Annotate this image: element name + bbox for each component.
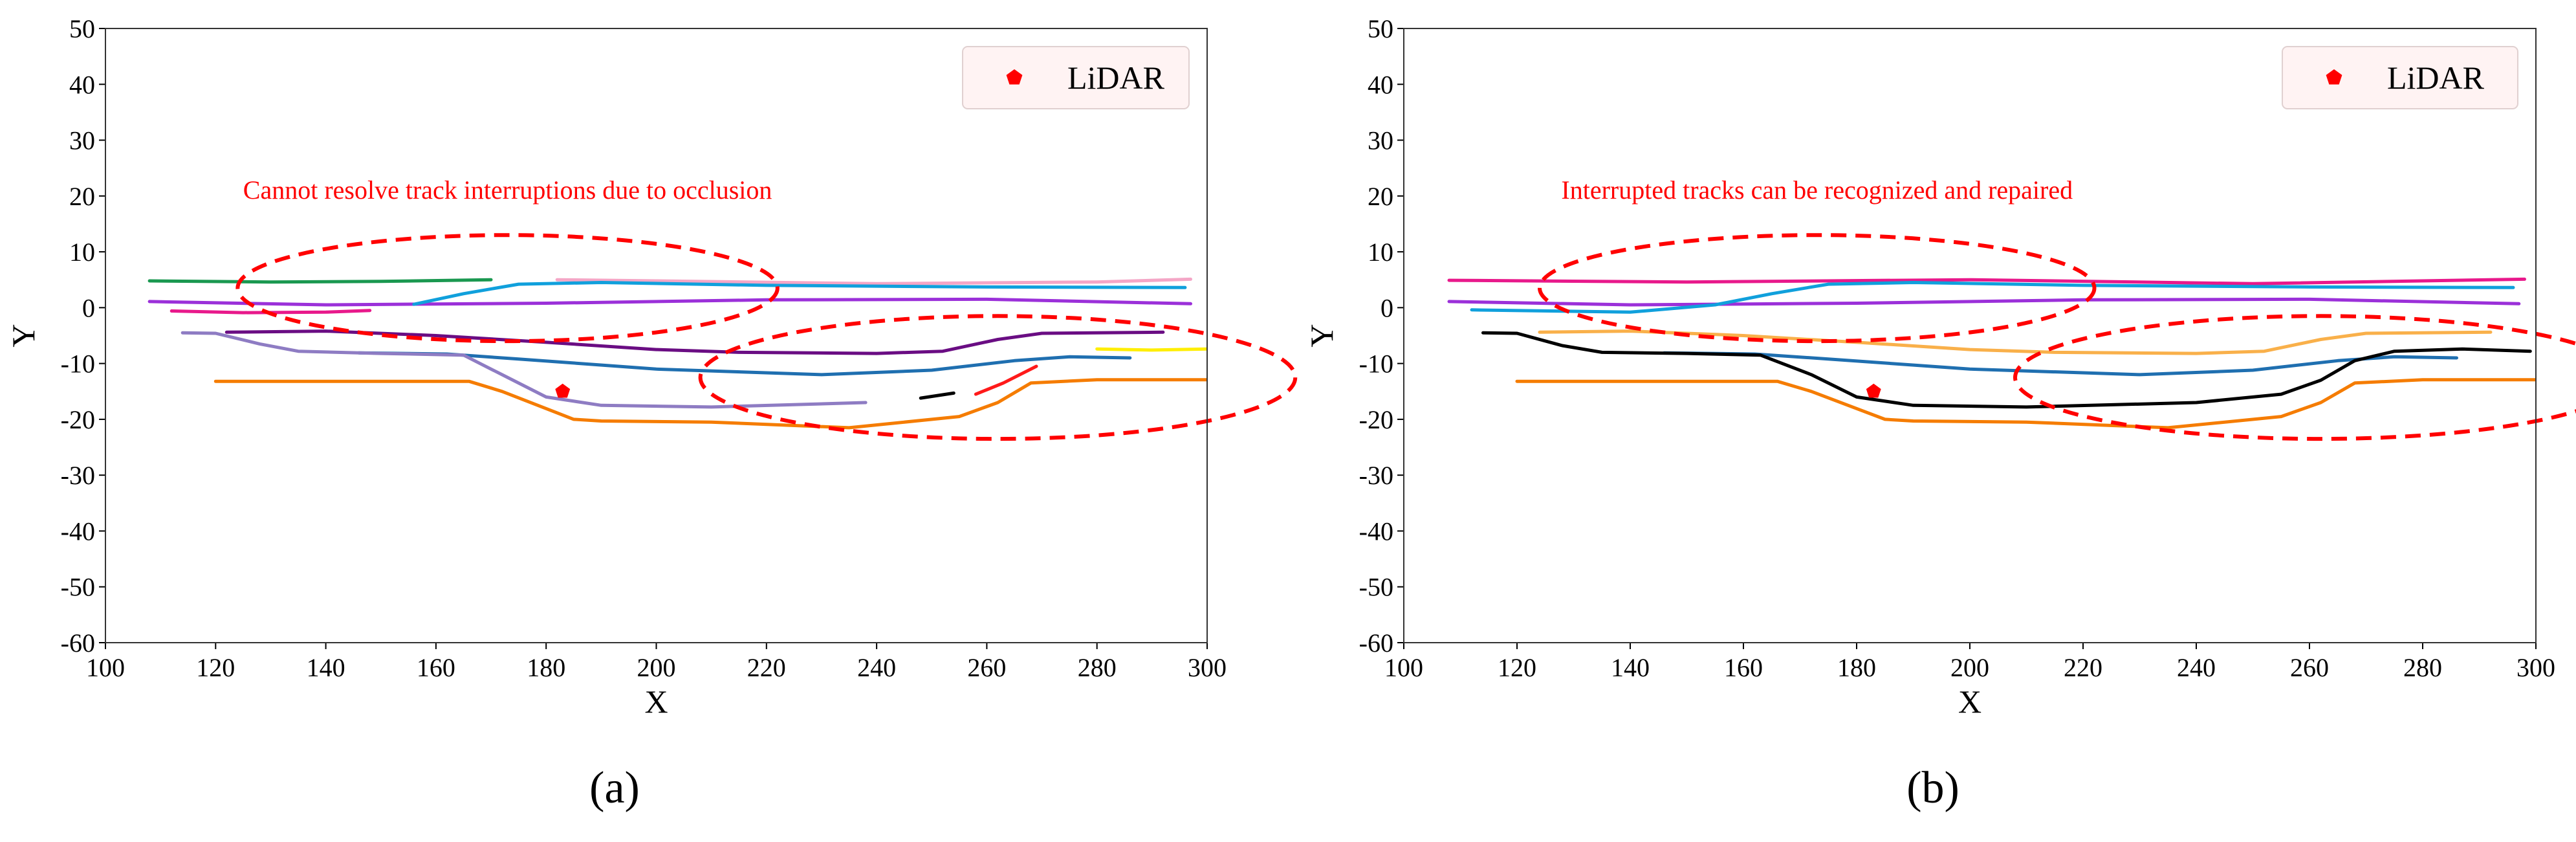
series-line-blue [357, 351, 1132, 377]
y-tick-label: -60 [1359, 628, 1393, 658]
series-line-yellow [1095, 347, 1207, 352]
x-tick-label: 160 [1724, 653, 1763, 682]
y-tick-label: 20 [1368, 182, 1393, 211]
x-tick-label: 200 [637, 653, 676, 682]
y-tick-label: -50 [1359, 573, 1393, 602]
y-tick-label: -10 [1359, 349, 1393, 379]
y-tick-label: -60 [61, 628, 95, 658]
x-tick-label: 160 [417, 653, 455, 682]
occlusion-ellipse-1 [1538, 233, 2097, 344]
series-line-blue [1663, 351, 2458, 377]
axes-frame [105, 28, 1208, 643]
y-tick-label: -10 [61, 349, 95, 379]
y-tick-label: 40 [1368, 70, 1393, 99]
series-line-purple [224, 329, 1165, 355]
x-tick-label: 240 [857, 653, 896, 682]
x-tick-label: 140 [307, 653, 345, 682]
series-line-green [147, 278, 493, 284]
y-tick-label: -20 [61, 405, 95, 434]
y-tick-label: -30 [1359, 461, 1393, 490]
x-tick-label: 180 [1837, 653, 1876, 682]
x-tick-label: 120 [1498, 653, 1536, 682]
series-line-magenta [1447, 277, 2526, 285]
annotation-text: Cannot resolve track interruptions due t… [243, 175, 772, 205]
x-tick-label: 100 [1384, 653, 1423, 682]
legend-box [962, 46, 1190, 109]
occlusion-ellipse-1 [235, 233, 780, 344]
x-tick-label: 140 [1611, 653, 1650, 682]
series-line-magenta-short [169, 309, 372, 315]
y-axis-label: Y [5, 324, 41, 347]
y-tick-label: 0 [82, 293, 95, 322]
panel-label: (a) [589, 763, 640, 813]
x-tick-label: 280 [1078, 653, 1117, 682]
axes-frame [1403, 28, 2537, 643]
y-tick-label: -40 [61, 516, 95, 546]
y-tick-label: 50 [1368, 14, 1393, 43]
series-line-lavender [180, 331, 868, 409]
y-tick-label: 10 [69, 238, 95, 267]
x-tick-label: 100 [86, 653, 125, 682]
series-line-red-fragment [974, 364, 1038, 396]
lidar-marker [555, 383, 571, 398]
series-line-cyan [1470, 281, 2515, 314]
y-tick-label: 0 [1381, 293, 1393, 322]
occlusion-ellipse-2 [2013, 314, 2576, 441]
panel-b: 100 120 140 160 180 200 220 240 260 280 3005040302… [1304, 14, 2576, 813]
legend-marker [1006, 69, 1023, 85]
lidar-marker [1866, 383, 1881, 398]
x-tick-label: 200 [1950, 653, 1989, 682]
x-tick-label: 240 [2177, 653, 2216, 682]
x-tick-label: 300 [1188, 653, 1227, 682]
y-axis-label: Y [1304, 324, 1340, 347]
y-tick-label: 10 [1368, 238, 1393, 267]
legend-box [2282, 46, 2518, 109]
y-tick-label: 20 [69, 182, 95, 211]
x-tick-label: 120 [196, 653, 235, 682]
x-tick-label: 220 [2064, 653, 2102, 682]
x-tick-label: 180 [527, 653, 565, 682]
series-line-black-fragment [919, 391, 955, 400]
series-line-light-orange [1538, 329, 2493, 355]
y-tick-label: 30 [69, 126, 95, 155]
series-line-pink [555, 277, 1192, 285]
y-tick-label: -30 [61, 461, 95, 490]
annotation-text: Interrupted tracks can be recognized and… [1561, 175, 2073, 205]
x-axis-label: X [644, 683, 668, 720]
x-axis-label: X [1958, 683, 1981, 720]
y-tick-label: 40 [69, 70, 95, 99]
y-tick-label: -20 [1359, 405, 1393, 434]
y-tick-label: -40 [1359, 516, 1393, 546]
plot-area [147, 277, 1207, 430]
series-line-orange [1515, 378, 2536, 430]
panel-label: (b) [1906, 763, 1959, 813]
legend-label: LiDAR [1067, 60, 1165, 96]
series-line-cyan [412, 281, 1187, 306]
plot-area [1447, 277, 2536, 430]
panel-a: 100 120 140 160 180 200 220 240 260 280 3005040302… [5, 14, 1298, 813]
x-tick-label: 220 [747, 653, 786, 682]
series-line-violet-long [1447, 297, 2521, 307]
y-tick-label: 50 [69, 14, 95, 43]
x-tick-label: 300 [2516, 653, 2555, 682]
occlusion-ellipse-2 [698, 314, 1298, 441]
y-tick-label: 30 [1368, 126, 1393, 155]
y-tick-label: -50 [61, 573, 95, 602]
x-tick-label: 280 [2403, 653, 2442, 682]
legend-label: LiDAR [2387, 60, 2485, 96]
x-tick-label: 260 [967, 653, 1006, 682]
series-line-black-repaired [1481, 331, 2532, 409]
series-line-orange [213, 378, 1207, 430]
series-line-violet-long [147, 297, 1192, 307]
x-tick-label: 260 [2290, 653, 2329, 682]
legend-marker [2326, 69, 2342, 85]
